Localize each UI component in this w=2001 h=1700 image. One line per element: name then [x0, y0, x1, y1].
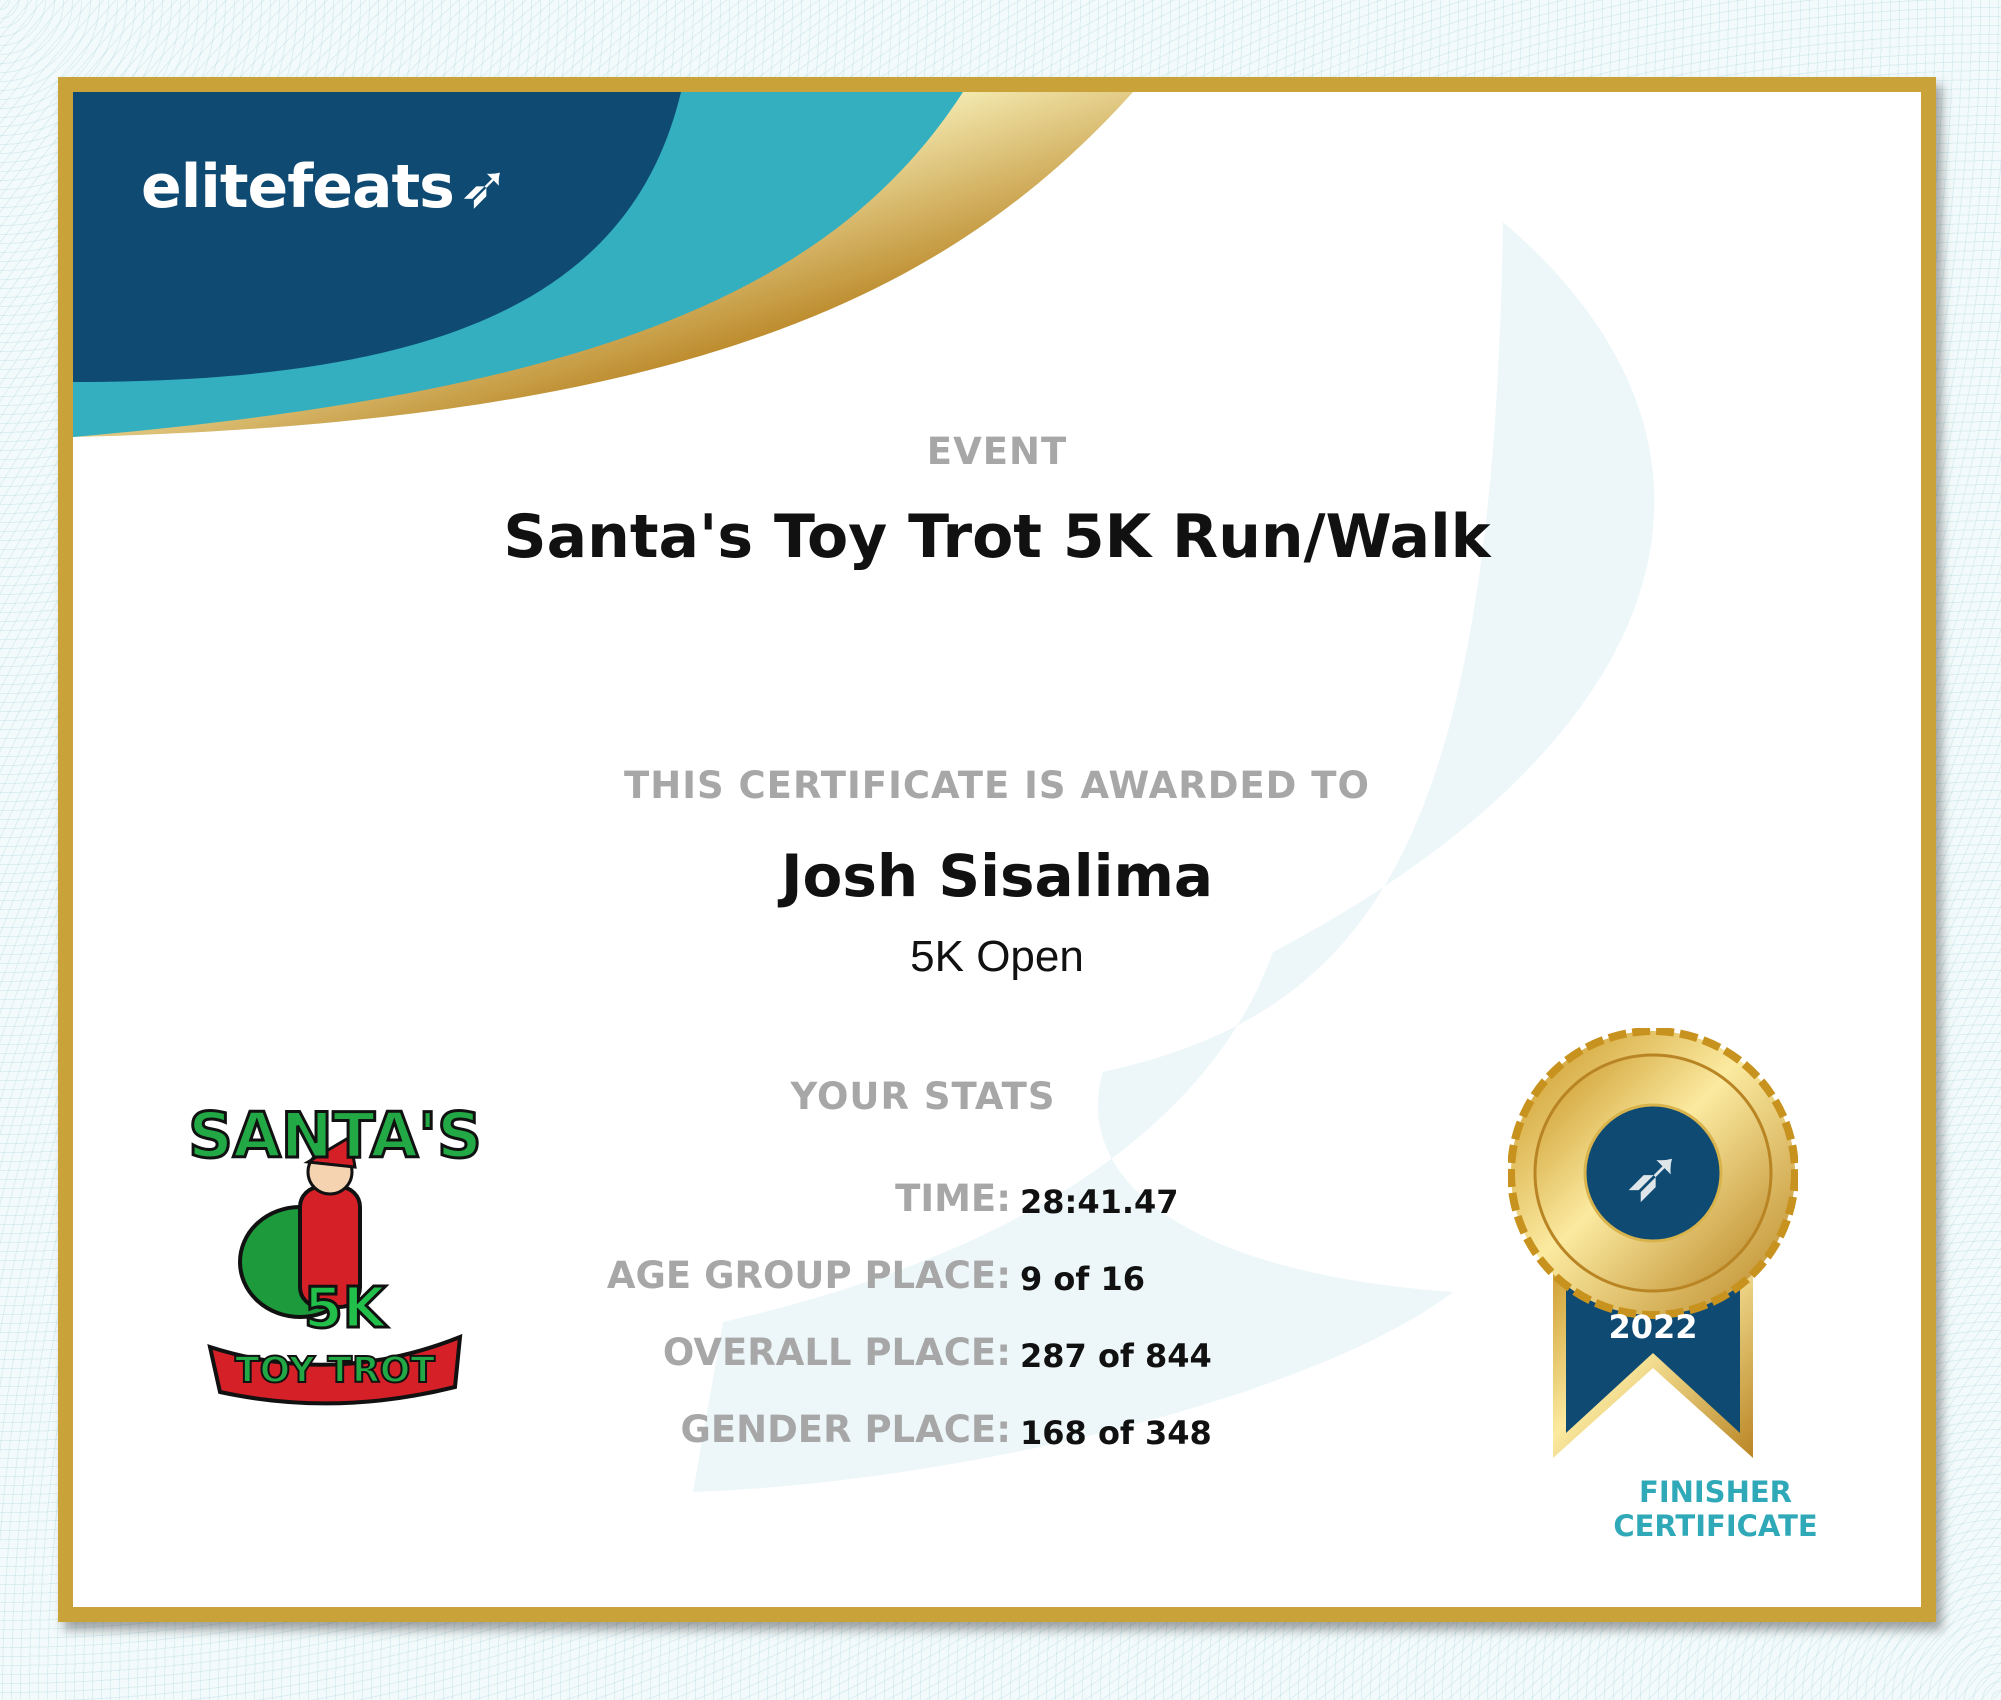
stat-label: TIME: — [895, 1177, 1011, 1220]
event-label: EVENT — [926, 430, 1068, 473]
elitefeats-logo: elitefeats ➶ — [141, 152, 510, 222]
svg-text:TOY TROT: TOY TROT — [235, 1350, 435, 1391]
certificate-frame: elitefeats ➶ EVENT Santa's Toy Trot 5K R… — [58, 77, 1936, 1622]
recipient-name: Josh Sisalima — [780, 842, 1214, 910]
finisher-medal: ➶ 2022 — [1508, 1028, 1798, 1458]
stat-value: 168 of 348 — [1020, 1414, 1212, 1452]
certificate-line: CERTIFICATE — [1613, 1509, 1818, 1543]
finisher-certificate-label: FINISHER CERTIFICATE — [1523, 1475, 1908, 1543]
stat-label: OVERALL PLACE: — [662, 1331, 1011, 1374]
stat-row-time: TIME: 28:41.47 — [73, 1177, 1873, 1237]
svg-text:5K: 5K — [304, 1276, 389, 1341]
event-title: Santa's Toy Trot 5K Run/Walk — [503, 502, 1491, 572]
stats-title: YOUR STATS — [790, 1075, 1056, 1118]
award-label: THIS CERTIFICATE IS AWARDED TO — [624, 764, 1370, 807]
stat-label: GENDER PLACE: — [680, 1408, 1011, 1451]
santas-toy-trot-logo: SANTA'S 5K TOY TROT — [190, 1098, 480, 1406]
svg-text:SANTA'S: SANTA'S — [190, 1099, 480, 1172]
header-swoosh — [73, 92, 1655, 1492]
stat-value: 9 of 16 — [1020, 1260, 1145, 1298]
stat-label: AGE GROUP PLACE: — [606, 1254, 1011, 1297]
stat-value: 28:41.47 — [1020, 1183, 1179, 1221]
stat-row-gender: GENDER PLACE: 168 of 348 — [73, 1408, 1873, 1468]
division: 5K Open — [910, 932, 1084, 981]
stat-row-age-group: AGE GROUP PLACE: 9 of 16 — [73, 1254, 1873, 1314]
winged-foot-icon: ➶ — [1623, 1133, 1683, 1217]
medal-year: 2022 — [1608, 1308, 1697, 1346]
certificate: elitefeats ➶ EVENT Santa's Toy Trot 5K R… — [73, 92, 1921, 1607]
finisher-line: FINISHER — [1639, 1475, 1792, 1509]
stat-row-overall: OVERALL PLACE: 287 of 844 — [73, 1331, 1873, 1391]
winged-foot-icon: ➶ — [458, 152, 510, 222]
stat-value: 287 of 844 — [1020, 1337, 1212, 1375]
